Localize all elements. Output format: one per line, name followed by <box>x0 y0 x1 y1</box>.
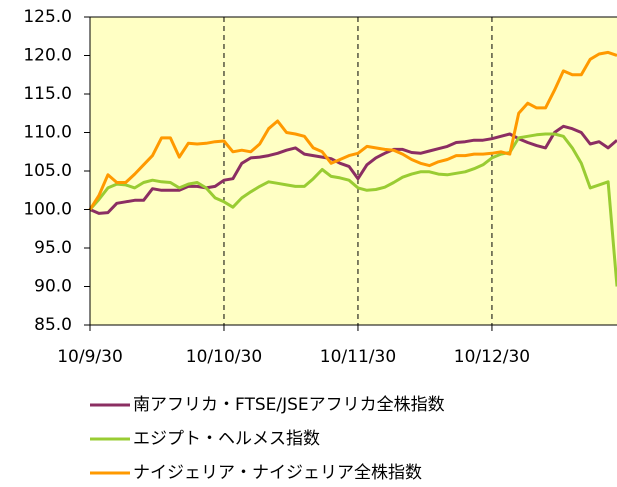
legend-label: エジプト・ヘルメス指数 <box>133 429 320 449</box>
plot-border <box>89 16 617 326</box>
legend-label: 南アフリカ・FTSE/JSEアフリカ全株指数 <box>133 395 445 415</box>
x-tick-label: 10/11/30 <box>320 347 396 367</box>
x-tick-label: 10/9/30 <box>57 347 123 367</box>
x-tick-label: 10/12/30 <box>454 347 530 367</box>
x-tick-label: 10/10/30 <box>186 347 262 367</box>
series-line <box>88 50 617 211</box>
legend-label: ナイジェリア・ナイジェリア全株指数 <box>133 463 422 483</box>
y-tick-label: 105.0 <box>23 161 72 181</box>
y-tick-label: 125.0 <box>23 7 72 27</box>
series-line <box>89 124 617 215</box>
y-tick-label: 100.0 <box>23 200 72 220</box>
y-tick-label: 115.0 <box>23 84 72 104</box>
y-tick-label: 110.0 <box>23 123 72 143</box>
y-tick-label: 95.0 <box>34 238 72 258</box>
y-tick-label: 90.0 <box>34 277 72 297</box>
series-line <box>88 132 617 287</box>
y-tick-label: 85.0 <box>34 315 72 335</box>
y-tick-label: 120.0 <box>23 46 72 66</box>
